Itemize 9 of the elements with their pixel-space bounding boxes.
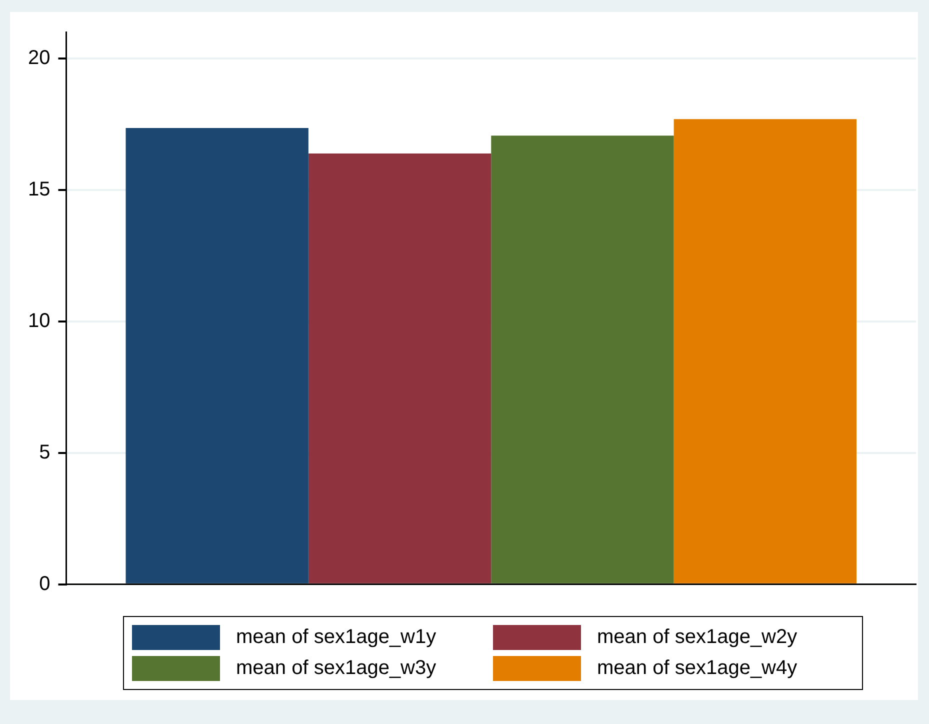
y-tick-label: 0 — [39, 572, 50, 595]
legend-label: mean of sex1age_w2y — [597, 626, 798, 649]
y-tick-label: 15 — [28, 178, 50, 200]
legend-label: mean of sex1age_w3y — [236, 657, 436, 680]
legend-label: mean of sex1age_w1y — [236, 626, 436, 649]
y-tick-label: 20 — [28, 46, 50, 69]
legend-label: mean of sex1age_w4y — [597, 657, 798, 680]
y-tick-label: 10 — [28, 310, 50, 332]
y-tick-label: 5 — [39, 441, 50, 464]
